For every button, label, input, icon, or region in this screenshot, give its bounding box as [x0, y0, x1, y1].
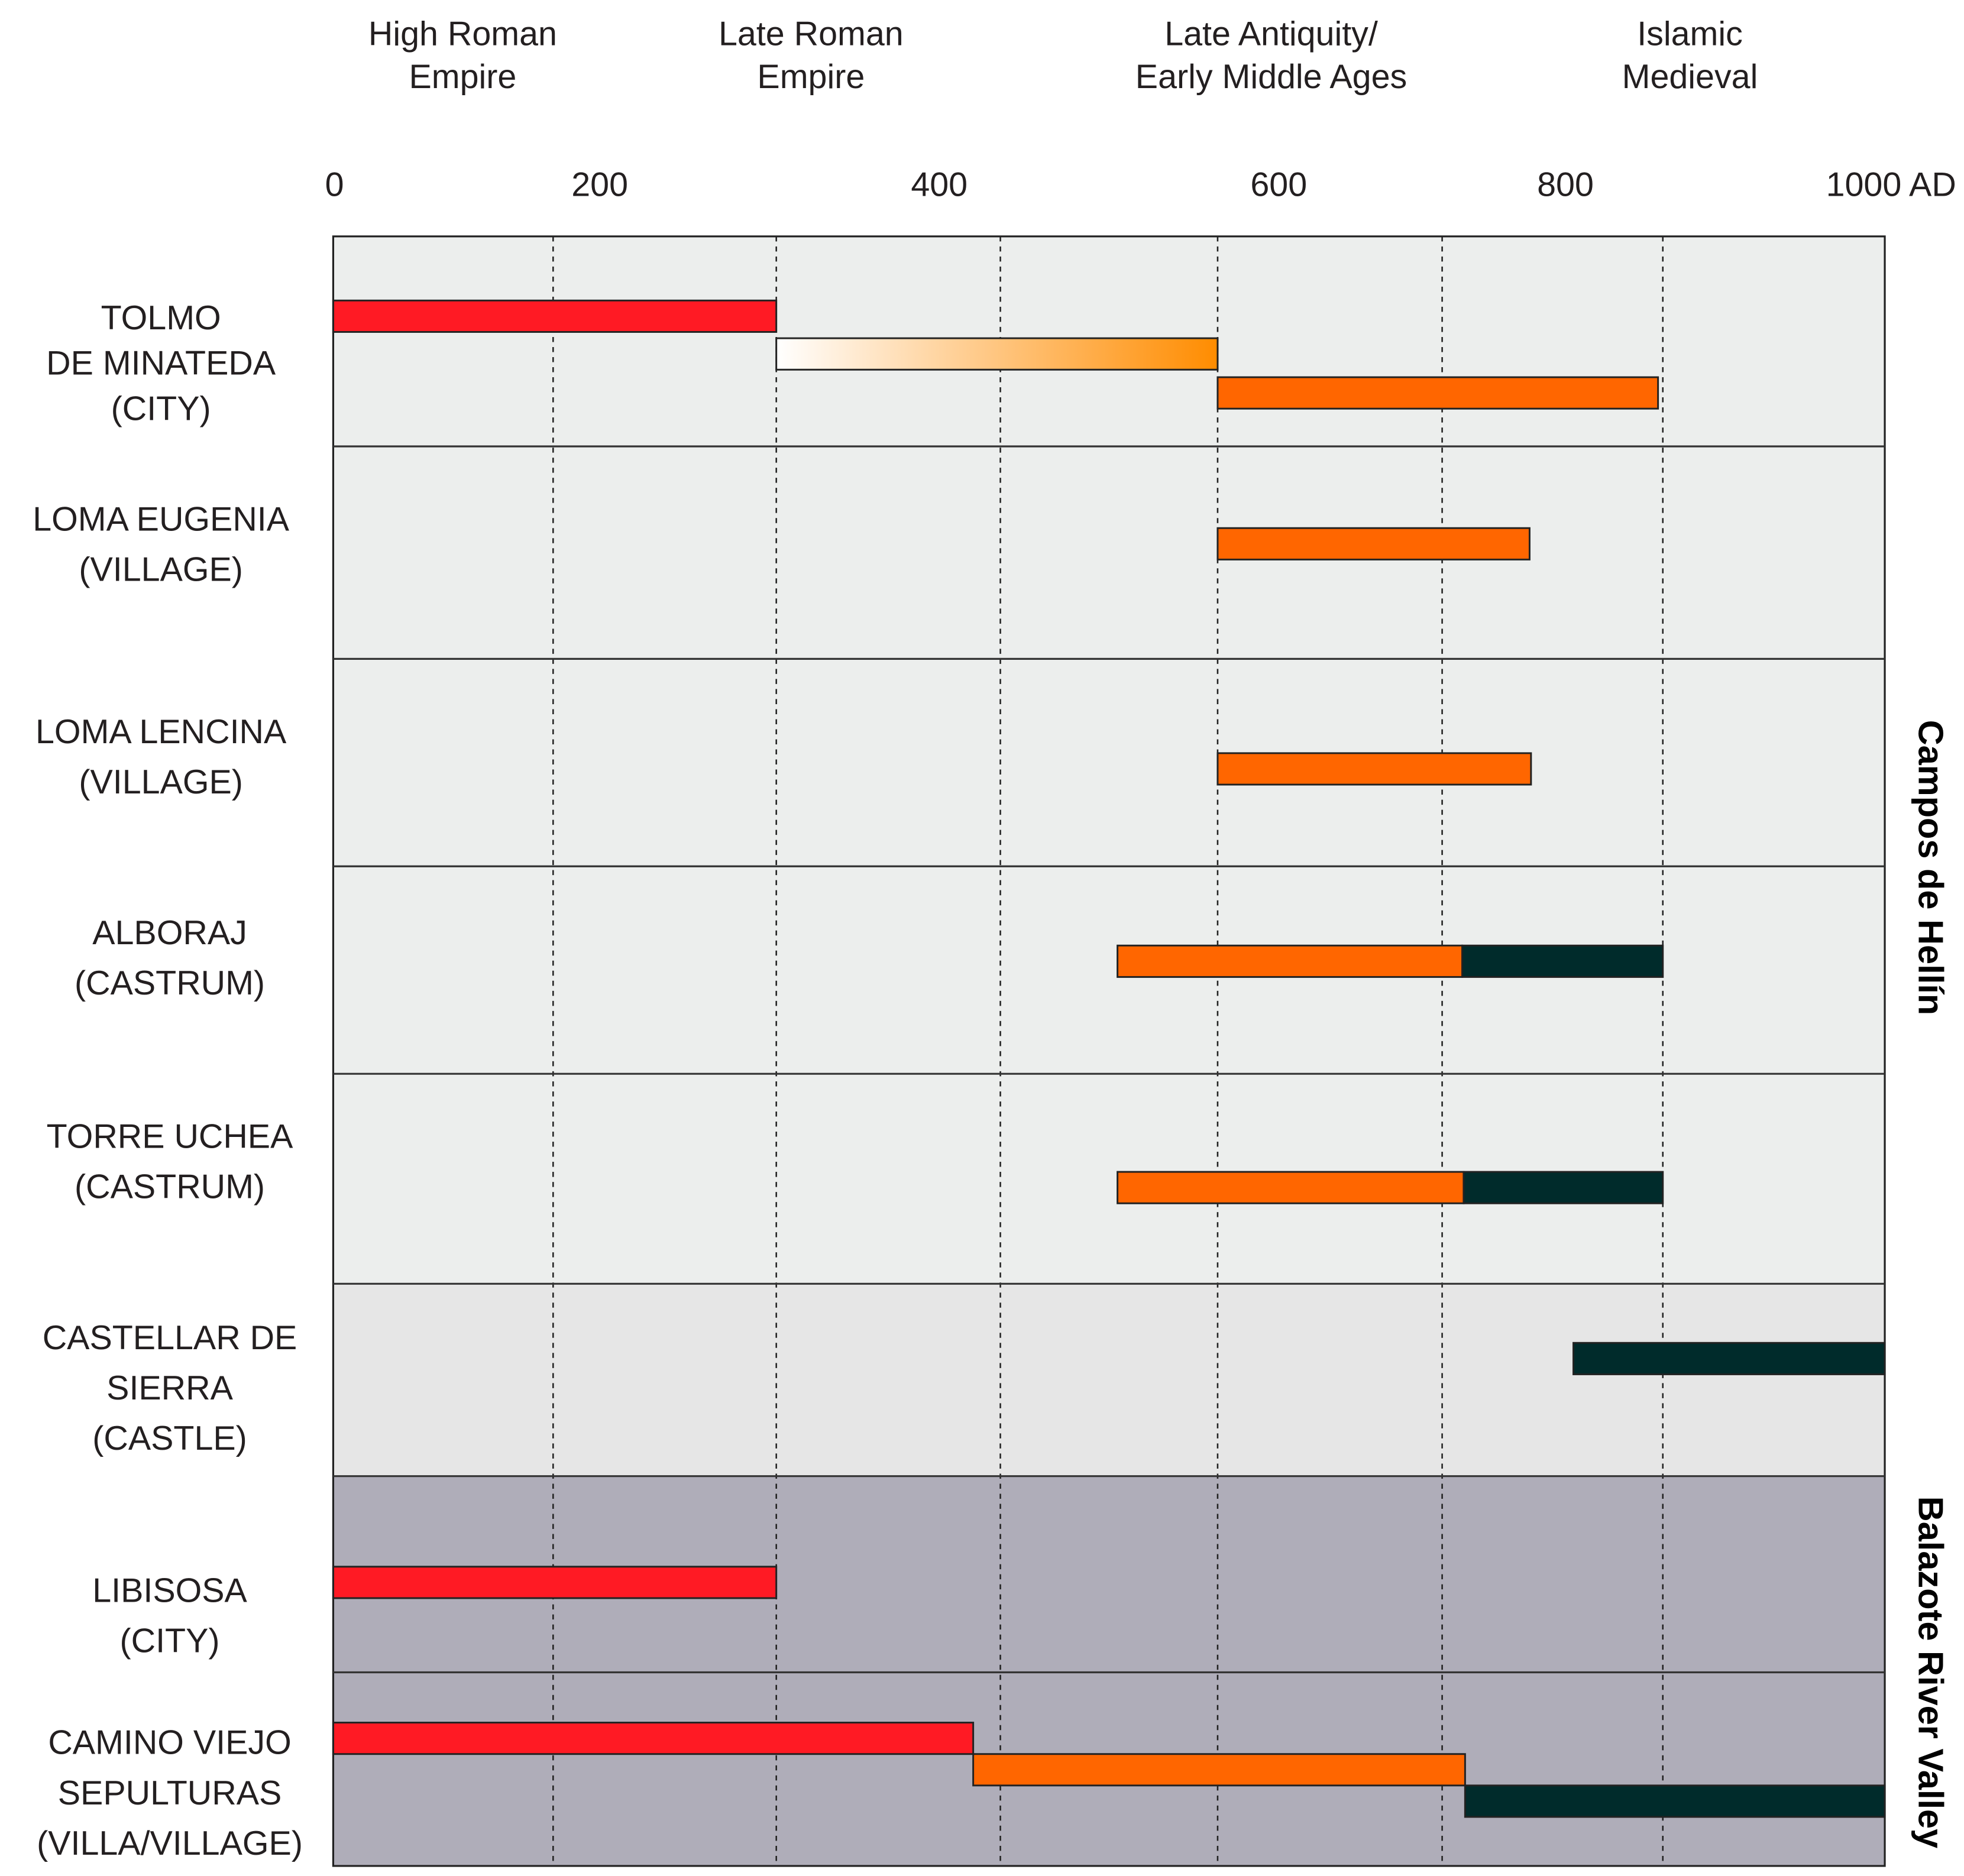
bar-late-antiquity [1117, 1171, 1465, 1204]
x-tick-label: 200 [571, 166, 628, 204]
period-label: Late Antiquity/ [1164, 15, 1378, 53]
period-label: Late Roman [719, 15, 904, 53]
site-label: SIERRA [106, 1369, 233, 1407]
site-label: (CASTRUM) [75, 1168, 265, 1206]
bar-islamic [1464, 1784, 1886, 1818]
site-label: (CASTLE) [92, 1420, 247, 1457]
bar-late-antiquity [1216, 376, 1659, 410]
bar-late-antiquity [1216, 752, 1532, 786]
row-backgrounds [333, 236, 1885, 1866]
bar-high-roman [332, 1722, 975, 1755]
bar-high-roman [332, 299, 778, 333]
bar-late-antiquity [1117, 944, 1463, 978]
site-label: LOMA LENCINA [35, 713, 287, 751]
site-label: TOLMO [101, 299, 221, 337]
bar-islamic [1573, 1342, 1886, 1375]
bar-late-antiquity [1216, 527, 1531, 560]
region-label: Balazote River Valley [1911, 1496, 1950, 1849]
x-tick-label: 1000 AD [1826, 166, 1956, 204]
x-tick-label: 800 [1537, 166, 1594, 204]
site-label: CAMINO VIEJO [48, 1724, 291, 1762]
period-label: Medieval [1622, 58, 1758, 96]
x-tick-label: 400 [911, 166, 968, 204]
site-label: TORRE UCHEA [47, 1118, 293, 1156]
row-background [333, 446, 1885, 659]
site-label: DE MINATEDA [46, 345, 276, 383]
site-label: (CITY) [111, 390, 211, 427]
row-dividers [332, 235, 1886, 1867]
plot-frame [332, 235, 1886, 1867]
period-label: High Roman [368, 15, 557, 53]
period-label: Empire [409, 58, 517, 96]
bar-islamic [1463, 1171, 1664, 1204]
gridlines [552, 236, 1664, 1866]
bar-late-roman [775, 337, 1219, 371]
period-label: Empire [757, 58, 865, 96]
period-label: Islamic [1637, 15, 1743, 53]
bar-late-antiquity [972, 1753, 1466, 1787]
site-label: (VILLA/VILLAGE) [37, 1825, 303, 1862]
region-label: Campos de Hellín [1911, 720, 1950, 1015]
site-label: ALBORAJ [92, 914, 247, 952]
site-label: (CASTRUM) [75, 964, 265, 1002]
site-label: LOMA EUGENIA [33, 500, 290, 538]
site-label: LIBISOSA [92, 1572, 247, 1609]
bar-high-roman [332, 1566, 778, 1599]
row-background [333, 1284, 1885, 1476]
site-label: (VILLAGE) [79, 551, 243, 589]
row-background [333, 659, 1885, 867]
labels: TOLMO DE MINATEDA (CITY) LOMA EUGENIA (VILLA… [33, 15, 1956, 1862]
bars [332, 299, 1886, 1818]
x-tick-label: 600 [1250, 166, 1307, 204]
site-label: CASTELLAR DE [43, 1319, 297, 1357]
site-label: (VILLAGE) [79, 763, 243, 801]
bar-islamic [1461, 944, 1664, 978]
site-label: (CITY) [120, 1622, 220, 1660]
period-label: Early Middle Ages [1135, 58, 1407, 96]
x-tick-label: 0 [325, 166, 344, 204]
site-label: SEPULTURAS [58, 1774, 282, 1812]
